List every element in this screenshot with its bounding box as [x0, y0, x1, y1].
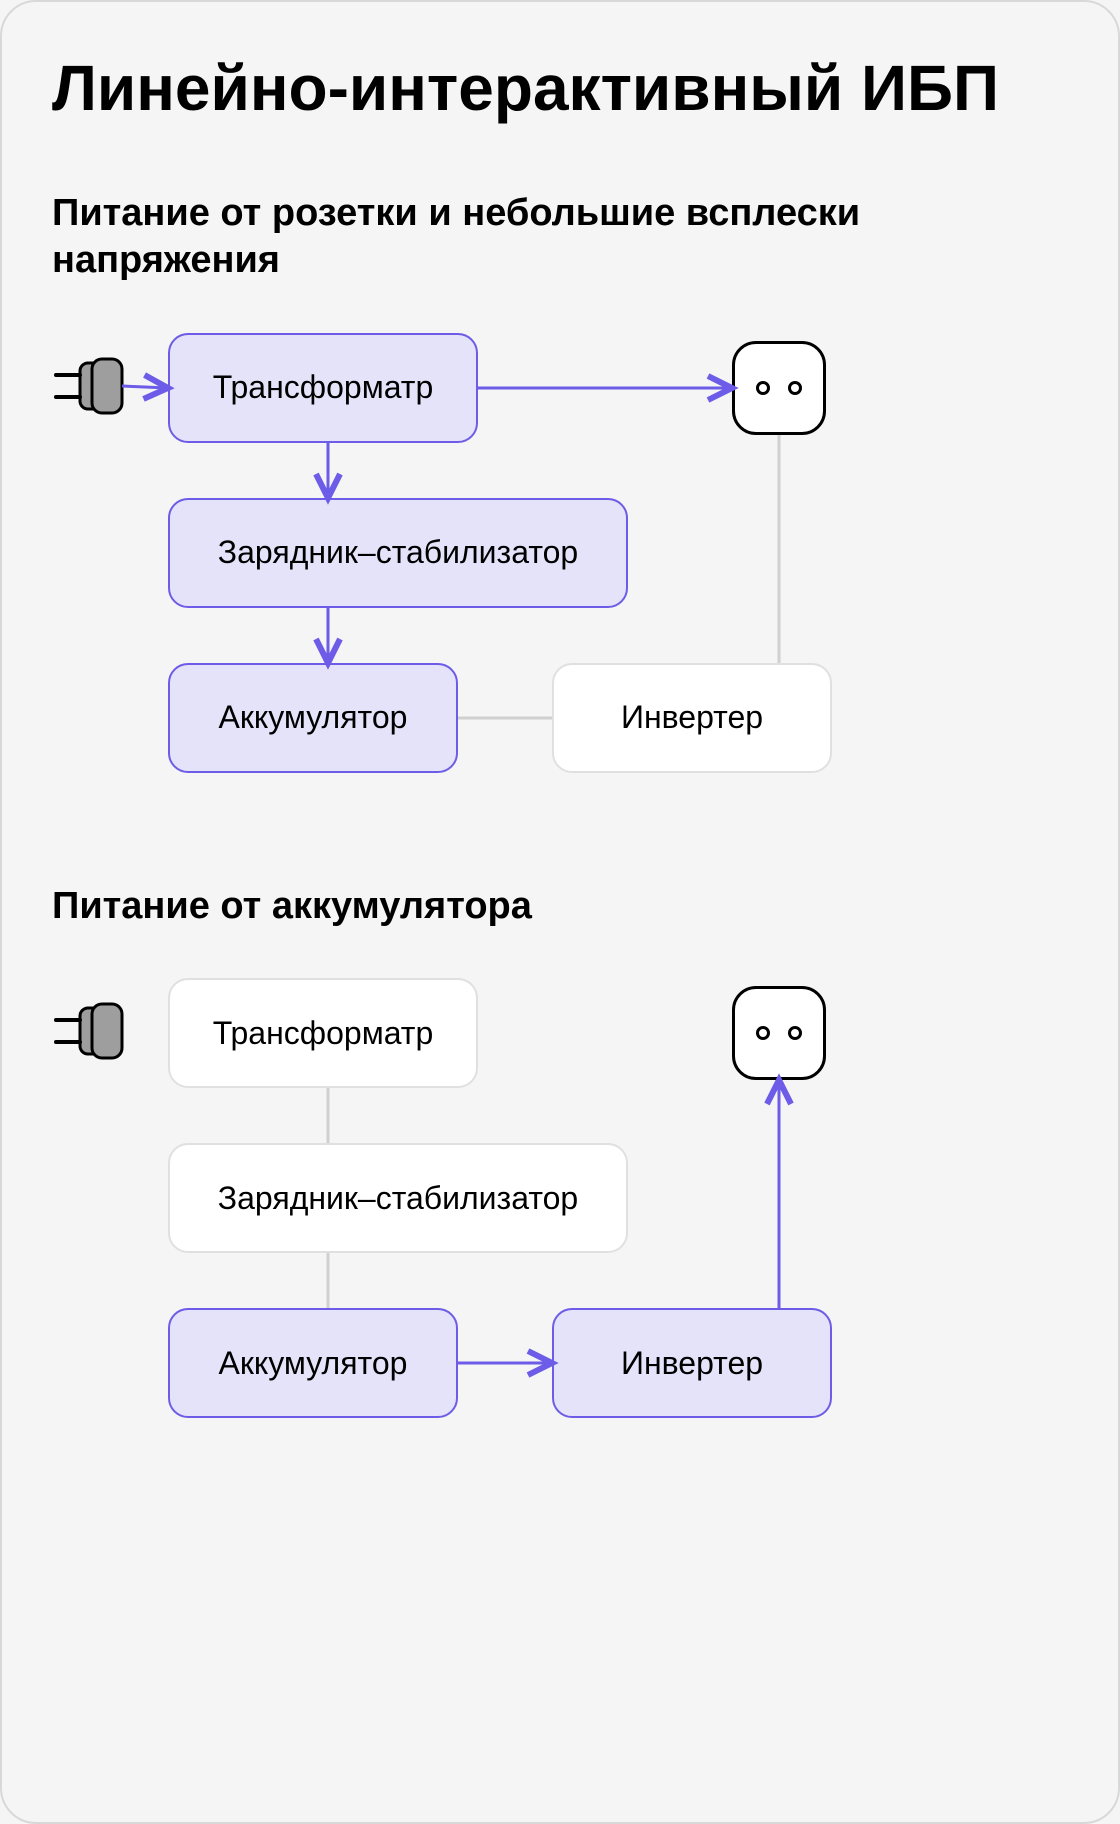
node-battery: Аккумулятор: [168, 1308, 458, 1418]
node-transformer: Трансформатр: [168, 978, 478, 1088]
diagram-battery: Трансформатр Зарядник–стабилизатор Аккумул…: [52, 978, 1068, 1458]
node-transformer: Трансформатр: [168, 333, 478, 443]
plug-icon: [52, 1002, 122, 1060]
edge-plug-transformer: [122, 386, 168, 388]
node-charger: Зарядник–стабилизатор: [168, 1143, 628, 1253]
node-charger: Зарядник–стабилизатор: [168, 498, 628, 608]
plug-icon: [52, 357, 122, 415]
section1-heading: Питание от розетки и небольшие всплески …: [52, 190, 1068, 285]
page-title: Линейно-интерактивный ИБП: [52, 52, 1068, 126]
socket-icon: [732, 986, 826, 1080]
section2-heading: Питание от аккумулятора: [52, 883, 1068, 931]
node-inverter: Инвертер: [552, 663, 832, 773]
node-inverter: Инвертер: [552, 1308, 832, 1418]
diagram-mains: Трансформатр Зарядник–стабилизатор Аккумул…: [52, 333, 1068, 813]
socket-icon: [732, 341, 826, 435]
card: Линейно-интерактивный ИБП Питание от роз…: [0, 0, 1120, 1824]
node-battery: Аккумулятор: [168, 663, 458, 773]
